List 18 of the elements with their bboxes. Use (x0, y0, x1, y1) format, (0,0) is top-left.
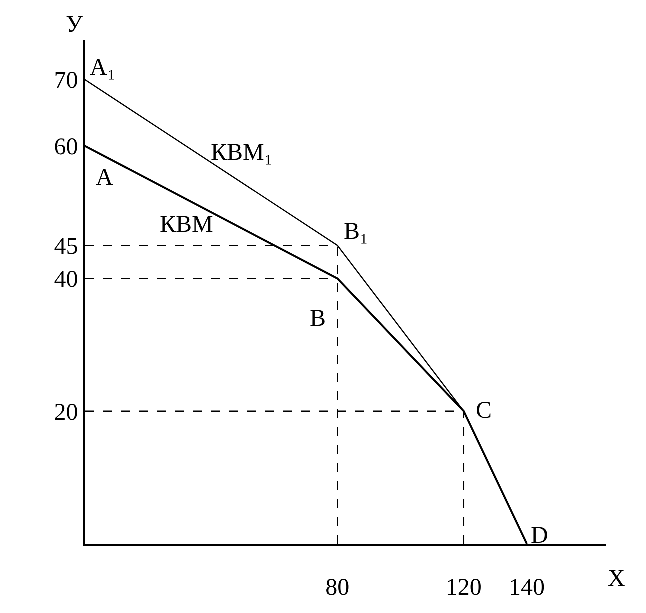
x-tick-label: 80 (326, 574, 350, 601)
x-tick-label: 120 (446, 574, 482, 601)
x-tick-label: 140 (509, 574, 546, 601)
annotation: B₁ (344, 219, 368, 245)
y-axis-title: У (66, 12, 83, 38)
annotation: A₁ (90, 55, 116, 81)
series-label: КВМ₁ (211, 140, 273, 166)
y-tick-label: 40 (54, 267, 78, 294)
y-tick-label: 20 (54, 400, 78, 426)
y-tick-label: 60 (54, 134, 78, 161)
series-label: КВМ (160, 212, 214, 238)
annotation: D (531, 523, 548, 549)
y-tick-label: 45 (54, 234, 78, 260)
x-axis-title: X (608, 566, 626, 592)
annotation: A (96, 165, 114, 191)
annotation: C (476, 398, 492, 424)
annotation: B (310, 306, 326, 332)
y-tick-label: 70 (54, 68, 78, 94)
